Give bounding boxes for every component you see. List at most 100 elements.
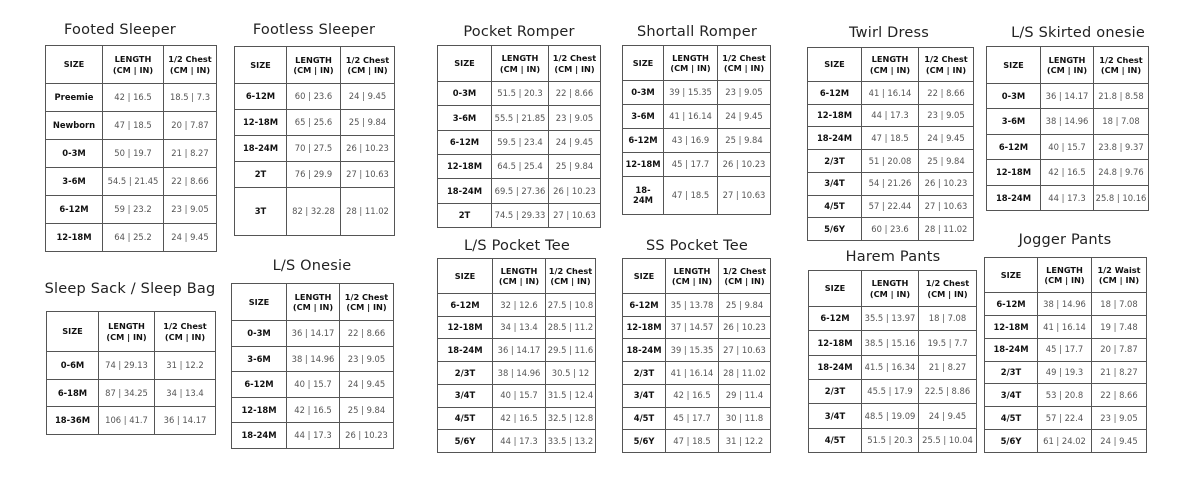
width-cell: 18 | 7.08 [918, 305, 977, 332]
length-cell: 87 | 34.25 [98, 378, 155, 408]
column-header: LENGTH (CM | IN) [286, 283, 340, 321]
size-cell: 18-24M [437, 338, 493, 363]
size-cell: 6-12M [986, 133, 1041, 161]
length-cell: 59.5 | 23.4 [491, 129, 549, 155]
length-cell: 57 | 22.4 [1037, 406, 1092, 431]
column-header: 1/2 Chest (CM | IN) [718, 258, 771, 294]
header-row: SIZE LENGTH (CM | IN) 1/2 Chest (CM | IN) [231, 283, 394, 321]
size-cell: 4/5T [984, 406, 1038, 431]
table-row: 12-18M 42 | 16.5 25 | 9.84 [231, 396, 394, 424]
length-cell: 43 | 16.9 [663, 127, 718, 153]
length-cell: 64 | 25.2 [102, 223, 164, 252]
width-cell: 36 | 14.17 [154, 406, 216, 435]
length-cell: 44 | 17.3 [492, 429, 546, 453]
table-row: 5/6Y 61 | 24.02 24 | 9.45 [984, 429, 1147, 453]
size-cell: 12-18M [437, 153, 492, 180]
table-row: 0-3M 36 | 14.17 21.8 | 8.58 [986, 82, 1149, 110]
width-cell: 23 | 9.05 [339, 345, 394, 373]
harem-pants-title: Harem Pants [845, 249, 941, 265]
length-cell: 41 | 16.14 [663, 103, 718, 129]
sleep-sack-sleep-bag-table: SIZE LENGTH (CM | IN) 1/2 Chest (CM | IN) 0… [46, 311, 216, 435]
width-cell: 26 | 10.23 [717, 151, 771, 177]
size-cell: 12-18M [437, 315, 493, 340]
length-cell: 44 | 17.3 [1040, 184, 1094, 211]
length-cell: 36 | 14.17 [286, 320, 340, 347]
shortall-romper-title: Shortall Romper [637, 24, 757, 40]
column-header: SIZE [622, 45, 664, 81]
size-cell: 6-12M [984, 292, 1038, 316]
length-cell: 45 | 17.7 [665, 406, 719, 431]
size-cell: 18-36M [46, 406, 99, 435]
size-cell: 4/5T [622, 406, 666, 431]
size-cell: 3/4T [984, 383, 1038, 408]
width-cell: 24 | 9.45 [918, 403, 977, 429]
column-header: 1/2 Chest (CM | IN) [545, 258, 596, 294]
table-row: 6-12M 38 | 14.96 18 | 7.08 [984, 292, 1147, 316]
width-cell: 24 | 9.45 [163, 223, 217, 252]
width-cell: 34 | 13.4 [154, 378, 216, 408]
jogger-pants-table: SIZE LENGTH (CM | IN) 1/2 Waist (CM | IN) 6… [984, 257, 1147, 453]
column-header: 1/2 Chest (CM | IN) [154, 311, 216, 352]
size-cell: 18-24M [622, 338, 666, 363]
column-header: SIZE [807, 47, 862, 82]
width-cell: 26 | 10.23 [718, 315, 771, 340]
length-cell: 37 | 14.57 [665, 315, 719, 340]
ss-pocket-tee-title: SS Pocket Tee [645, 238, 749, 254]
length-cell: 55.5 | 21.85 [491, 105, 549, 131]
length-cell: 82 | 32.28 [286, 186, 341, 236]
length-cell: 51.5 | 20.3 [861, 427, 919, 453]
size-cell: 6-12M [808, 305, 862, 332]
size-cell: Preemie [45, 83, 103, 112]
header-row: SIZE LENGTH (CM | IN) 1/2 Chest (CM | IN) [622, 45, 771, 81]
length-cell: 74.5 | 29.33 [491, 202, 549, 228]
table-row: 12-18M 64 | 25.2 24 | 9.45 [45, 223, 217, 252]
header-row: SIZE LENGTH (CM | IN) 1/2 Chest (CM | IN) [622, 258, 771, 294]
width-cell: 25.5 | 10.04 [918, 427, 977, 453]
column-header: SIZE [622, 258, 666, 294]
table-row: 4/5T 57 | 22.44 27 | 10.63 [807, 194, 974, 219]
width-cell: 21.8 | 8.58 [1093, 82, 1149, 110]
footless-sleeper-title: Footless Sleeper [252, 22, 376, 38]
length-cell: 51 | 20.08 [861, 149, 919, 173]
table-row: 18-24M 39 | 15.35 27 | 10.63 [622, 338, 771, 363]
length-cell: 61 | 24.02 [1037, 429, 1092, 453]
size-cell: 6-12M [234, 83, 287, 110]
width-cell: 28 | 11.02 [718, 361, 771, 385]
l-s-skirted-onesie-title: L/S Skirted onesie [1011, 25, 1145, 41]
size-cell: 0-3M [437, 80, 492, 107]
length-cell: 51.5 | 20.3 [491, 80, 549, 107]
table-row: 3-6M 54.5 | 21.45 22 | 8.66 [45, 167, 217, 196]
shortall-romper-table: SIZE LENGTH (CM | IN) 1/2 Chest (CM | IN) 0… [622, 45, 771, 215]
table-row: 6-12M 32 | 12.6 27.5 | 10.8 [437, 293, 596, 317]
length-cell: 40 | 15.7 [492, 383, 546, 408]
size-cell: 3T [234, 186, 287, 236]
length-cell: 42 | 16.5 [665, 383, 719, 408]
width-cell: 27 | 10.63 [918, 194, 974, 219]
size-cell: 12-18M [622, 315, 666, 340]
table-row: 18-24M 70 | 27.5 26 | 10.23 [234, 134, 395, 162]
size-cell: 12-18M [808, 330, 862, 356]
header-row: SIZE LENGTH (CM | IN) 1/2 Chest (CM | IN) [807, 47, 974, 82]
width-cell: 25 | 9.84 [718, 293, 771, 317]
table-row: 2/3T 41 | 16.14 28 | 11.02 [622, 361, 771, 385]
table-row: 3/4T 42 | 16.5 29 | 11.4 [622, 383, 771, 408]
column-header: LENGTH (CM | IN) [861, 47, 919, 82]
width-cell: 24.8 | 9.76 [1093, 159, 1149, 186]
width-cell: 30 | 11.8 [718, 406, 771, 431]
size-cell: 2/3T [622, 361, 666, 385]
column-header: 1/2 Chest (CM | IN) [918, 47, 974, 82]
width-cell: 27 | 10.63 [340, 160, 395, 188]
size-cell: 18-24M [234, 134, 287, 162]
width-cell: 24 | 9.45 [717, 103, 771, 129]
length-cell: 36 | 14.17 [492, 338, 546, 363]
table-row: 12-18M 41 | 16.14 19 | 7.48 [984, 314, 1147, 339]
size-cell: 3/4T [622, 383, 666, 408]
table-row: 12-18M 44 | 17.3 23 | 9.05 [807, 103, 974, 128]
size-cell: 6-12M [622, 127, 664, 153]
column-header: LENGTH (CM | IN) [492, 258, 546, 294]
size-cell: 6-18M [46, 378, 99, 408]
table-row: 4/5T 51.5 | 20.3 25.5 | 10.04 [808, 427, 977, 453]
table-row: 5/6Y 47 | 18.5 31 | 12.2 [622, 429, 771, 453]
length-cell: 42 | 16.5 [286, 396, 340, 424]
jogger-pants-title: Jogger Pants [1018, 232, 1112, 248]
